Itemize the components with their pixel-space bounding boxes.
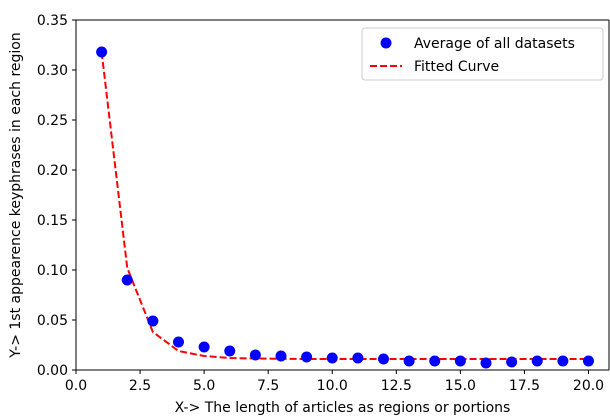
x-tick-label: 17.5 (509, 378, 540, 394)
data-point (275, 350, 287, 362)
data-point (173, 336, 184, 348)
x-axis-title: X-> The length of articles as regions or… (175, 400, 511, 416)
data-point (378, 353, 389, 365)
y-tick-label: 0.30 (37, 63, 68, 79)
legend-box (361, 27, 604, 81)
x-tick-label: 10.0 (317, 378, 348, 394)
y-tick-label: 0.25 (37, 113, 68, 129)
x-tick-label: 5.0 (193, 378, 215, 394)
data-point (198, 341, 210, 353)
data-point (583, 355, 594, 367)
data-point (96, 46, 108, 58)
x-tick-label: 15.0 (445, 378, 476, 394)
data-point (557, 355, 569, 367)
axes: 0.0 2.5 5.0 7.5 10.0 12.5 15.0 17.5 20.0 0.00 0.05… (37, 13, 610, 394)
y-axis-title: Y-> 1st appearence keyphrases in each re… (8, 32, 24, 358)
data-point (147, 315, 159, 327)
y-tick-label: 0.20 (37, 163, 68, 179)
data-point (301, 351, 313, 363)
data-point (454, 355, 466, 367)
data-point (352, 352, 364, 364)
y-tick-label: 0.00 (37, 363, 68, 379)
data-point (531, 355, 543, 367)
data-point (224, 345, 236, 357)
x-tick-label: 0.0 (65, 378, 87, 394)
legend-marker-scatter (380, 37, 392, 49)
y-tick-label: 0.05 (37, 313, 68, 329)
data-point (121, 274, 133, 286)
data-point (249, 349, 261, 361)
x-tick-label: 2.5 (129, 378, 151, 394)
data-point (480, 357, 492, 369)
data-point (429, 355, 441, 367)
legend: Average of all datasets Fitted Curve (361, 27, 604, 81)
legend-label: Fitted Curve (414, 59, 499, 75)
plot-area (96, 46, 594, 369)
data-point (403, 355, 415, 367)
legend-label: Average of all datasets (414, 36, 575, 52)
y-tick-label: 0.10 (37, 263, 68, 279)
y-tick-label: 0.15 (37, 213, 68, 229)
x-tick-label: 12.5 (381, 378, 412, 394)
data-point (326, 352, 338, 364)
data-point (506, 356, 518, 368)
y-tick-label: 0.35 (37, 13, 68, 29)
fitted-curve-line (100, 51, 589, 360)
x-tick-label: 7.5 (257, 378, 279, 394)
x-tick-label: 20.0 (573, 378, 604, 394)
